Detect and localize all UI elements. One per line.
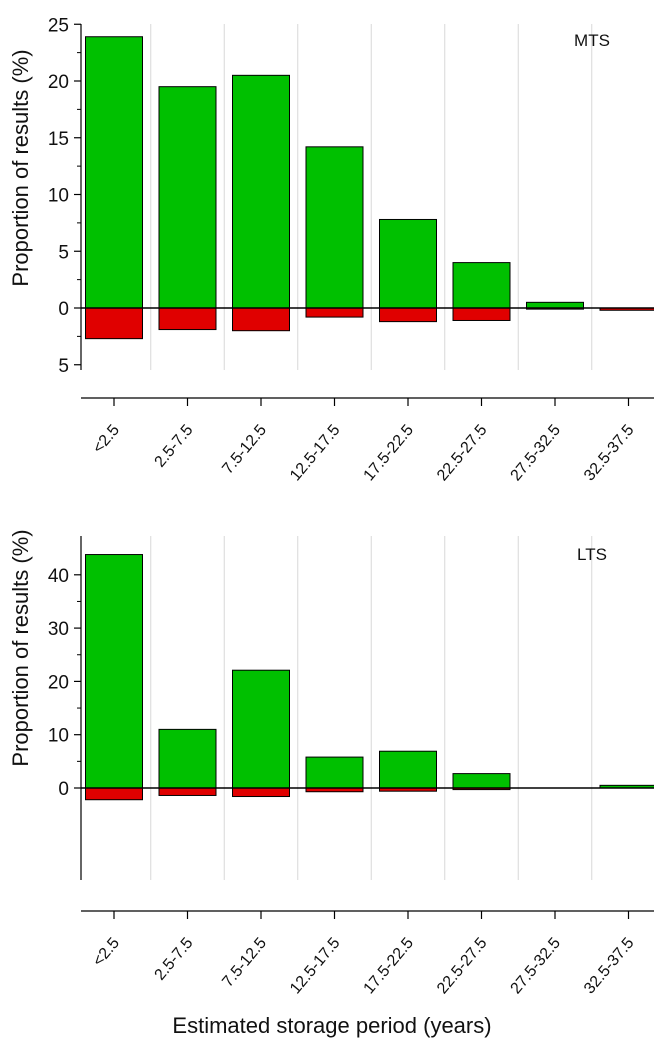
- bar: [85, 307, 143, 340]
- y-tick-label: 5: [58, 356, 69, 377]
- y-tick-label: 5: [58, 242, 69, 263]
- bar: [379, 218, 437, 309]
- y-tick-label: 10: [48, 726, 69, 747]
- bar: [232, 74, 290, 309]
- x-tick-label: 27.5-32.5: [508, 422, 565, 485]
- x-tick-label: 7.5-12.5: [219, 935, 270, 991]
- y-tick-label: 20: [48, 672, 69, 693]
- bar: [305, 307, 364, 318]
- bar: [526, 301, 584, 309]
- x-tick-label: 12.5-17.5: [287, 422, 344, 485]
- y-tick-label: 0: [58, 299, 69, 320]
- x-tick-label: 22.5-27.5: [434, 422, 491, 485]
- bar: [232, 787, 290, 798]
- x-tick-label: 32.5-37.5: [581, 935, 638, 998]
- y-tick-label: 25: [48, 15, 69, 36]
- x-tick-label: 17.5-22.5: [361, 422, 418, 485]
- bar: [305, 146, 364, 309]
- x-tick-label: <2.5: [90, 422, 123, 457]
- bar: [85, 554, 143, 789]
- x-axis-title: Estimated storage period (years): [172, 1013, 491, 1038]
- y-tick-label: 30: [48, 619, 69, 640]
- panel-label: LTS: [577, 545, 607, 564]
- x-tick-label: 32.5-37.5: [581, 422, 638, 485]
- y-tick-label: 0: [58, 779, 69, 800]
- bar: [85, 787, 143, 801]
- y-tick-label: 15: [48, 129, 69, 150]
- bar: [158, 787, 217, 796]
- bar: [232, 307, 290, 332]
- x-tick-label: <2.5: [90, 935, 123, 970]
- y-tick-label: 40: [48, 566, 69, 587]
- bar: [379, 750, 437, 789]
- bar: [158, 307, 217, 331]
- bar: [158, 86, 217, 309]
- bar: [452, 773, 511, 789]
- y-axis-title: Proportion of results (%): [8, 49, 33, 286]
- y-axis-title: Proportion of results (%): [8, 529, 33, 766]
- x-tick-label: 2.5-7.5: [152, 422, 197, 471]
- x-tick-label: 22.5-27.5: [434, 935, 491, 998]
- y-tick-label: 10: [48, 186, 69, 207]
- bar: [232, 669, 290, 789]
- x-tick-label: 12.5-17.5: [287, 935, 344, 998]
- bar: [85, 36, 143, 309]
- bar: [452, 262, 511, 309]
- bar: [158, 728, 217, 789]
- x-tick-label: 27.5-32.5: [508, 935, 565, 998]
- panel-label: MTS: [574, 31, 610, 50]
- x-tick-label: 7.5-12.5: [219, 422, 270, 478]
- y-tick-label: 20: [48, 72, 69, 93]
- x-tick-label: 2.5-7.5: [152, 935, 197, 984]
- bar: [379, 307, 437, 323]
- bar: [452, 307, 511, 321]
- bar: [305, 756, 364, 789]
- x-tick-label: 17.5-22.5: [361, 935, 418, 998]
